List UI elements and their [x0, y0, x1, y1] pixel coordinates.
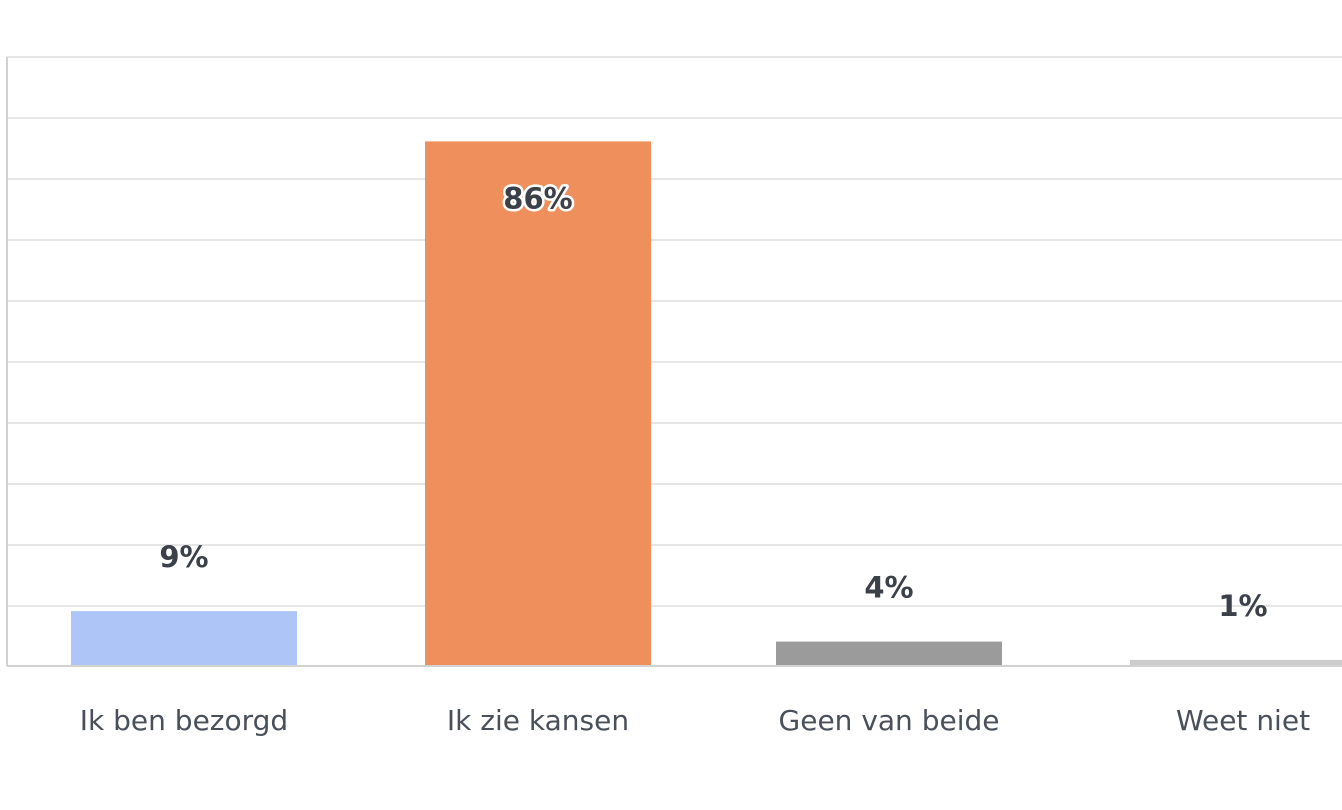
category-labels: Ik ben bezorgd Ik zie kansen Geen van beid…: [80, 704, 1310, 737]
category-label: Weet niet: [1176, 704, 1310, 737]
bars: [71, 141, 1342, 666]
value-label: 1%: [1218, 589, 1267, 623]
value-label: 86%: [503, 181, 572, 215]
value-label: 4%: [864, 571, 913, 605]
bar: [71, 611, 297, 666]
category-label: Ik ben bezorgd: [80, 704, 288, 737]
category-label: Geen van beide: [779, 704, 1000, 737]
bar: [1130, 659, 1342, 666]
value-labels: 9% 86% 4% 1%: [159, 179, 1267, 623]
gridlines: [7, 56, 1342, 607]
category-label: Ik zie kansen: [447, 704, 629, 737]
value-label: 9%: [159, 540, 208, 574]
bar: [425, 141, 651, 666]
bar: [776, 641, 1002, 666]
